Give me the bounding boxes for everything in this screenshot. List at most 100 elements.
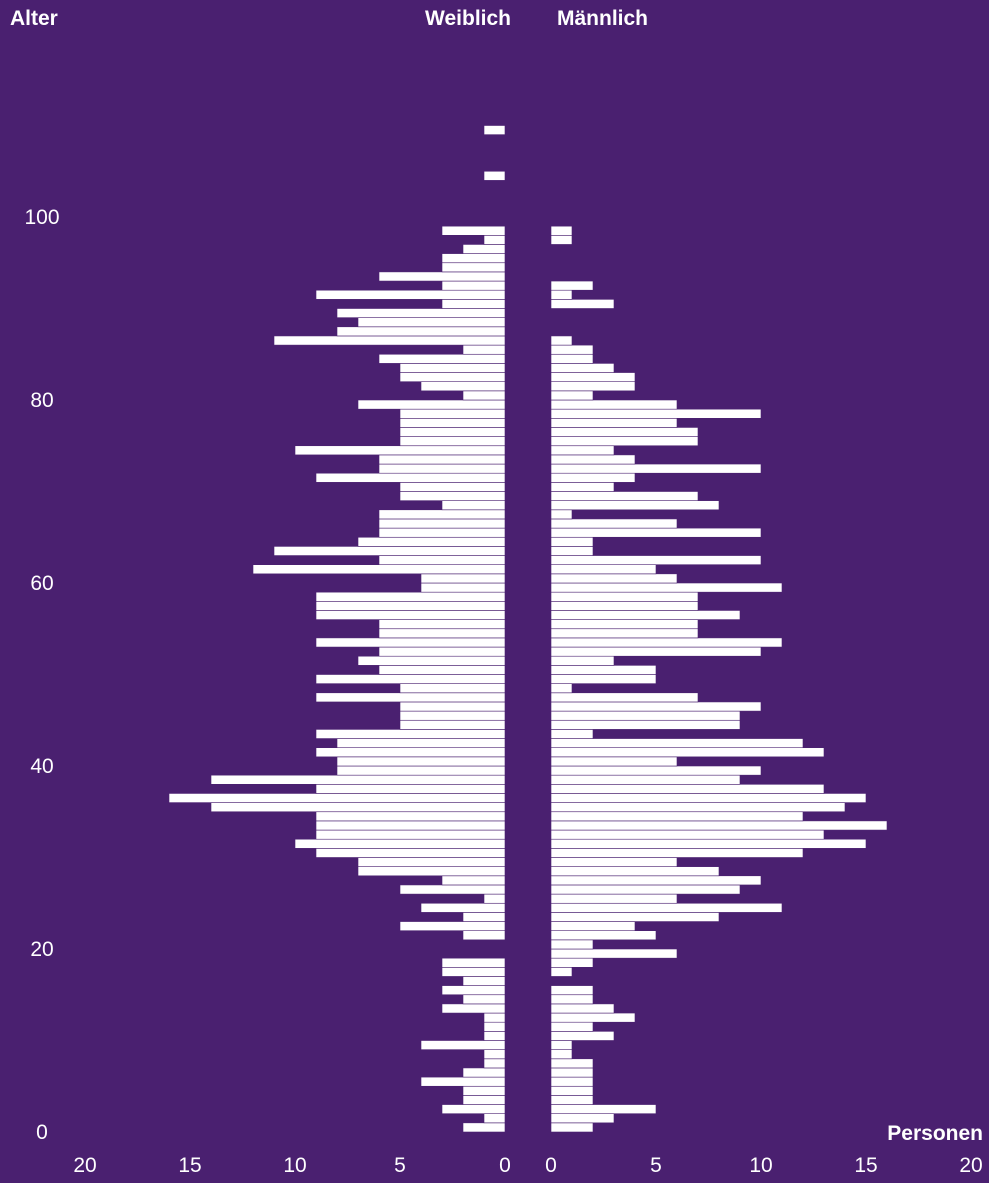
- male-bar-age-18: [550, 957, 594, 968]
- male-bar-age-30: [550, 848, 804, 858]
- x-tick-label: 5: [650, 1154, 662, 1177]
- female-bar-age-76: [399, 427, 506, 437]
- female-bar-age-69: [399, 491, 506, 501]
- male-bar-age-91: [550, 289, 573, 300]
- female-bar-age-63: [273, 546, 506, 556]
- female-bar-age-0: [462, 1122, 506, 1133]
- male-bar-age-51: [550, 655, 615, 666]
- male-bar-age-71: [550, 472, 636, 483]
- female-bar-age-13: [441, 1003, 506, 1014]
- female-bar-age-42: [336, 738, 506, 748]
- female-bar-age-60: [420, 573, 506, 584]
- male-bar-age-27: [550, 875, 762, 886]
- female-bar-age-44: [399, 719, 506, 730]
- female-bar-age-57: [315, 600, 506, 611]
- female-bar-age-91: [315, 289, 506, 300]
- female-bar-age-79: [357, 399, 506, 410]
- female-bar-age-26: [399, 884, 506, 895]
- female-bar-age-5: [420, 1076, 506, 1087]
- female-bar-age-53: [315, 637, 506, 648]
- male-bar-age-35: [550, 802, 846, 813]
- female-bar-age-72: [378, 463, 506, 474]
- male-bar-age-42: [550, 738, 804, 748]
- female-bar-age-78: [399, 408, 506, 419]
- male-bar-age-82: [550, 372, 636, 382]
- male-bar-age-28: [550, 866, 720, 877]
- male-bar-age-38: [550, 774, 741, 785]
- female-bar-age-49: [315, 674, 506, 684]
- male-bar-age-72: [550, 463, 762, 474]
- female-bar-age-48: [399, 683, 506, 694]
- male-bar-age-46: [550, 701, 762, 712]
- female-bar-age-10: [483, 1031, 506, 1041]
- y-tick-label: 20: [30, 938, 53, 961]
- female-bar-age-98: [441, 225, 506, 236]
- male-bar-age-3: [550, 1095, 594, 1105]
- female-bar-age-27: [441, 875, 506, 886]
- male-bar-age-11: [550, 1021, 594, 1032]
- y-tick-label: 60: [30, 572, 53, 595]
- male-bar-age-61: [550, 564, 657, 575]
- female-bar-age-65: [378, 527, 506, 538]
- female-bar-age-17: [441, 966, 506, 977]
- x-tick-label: 20: [959, 1154, 982, 1177]
- female-bar-age-67: [378, 509, 506, 520]
- male-bar-age-36: [550, 793, 867, 803]
- female-bar-age-40: [336, 756, 506, 767]
- male-bar-age-75: [550, 436, 699, 447]
- male-bar-age-68: [550, 500, 720, 511]
- male-bar-age-32: [550, 829, 825, 840]
- male-bar-age-74: [550, 445, 615, 456]
- female-bar-age-11: [483, 1021, 506, 1032]
- male-bar-age-50: [550, 665, 657, 675]
- y-tick-label: 0: [36, 1121, 48, 1144]
- female-bar-age-46: [399, 701, 506, 712]
- female-bar-age-75: [399, 436, 506, 447]
- female-bar-age-97: [483, 235, 506, 245]
- male-bar-age-55: [550, 619, 699, 630]
- male-bar-age-37: [550, 783, 825, 794]
- x-tick-label: 0: [545, 1154, 557, 1177]
- female-bar-age-18: [441, 957, 506, 968]
- male-bar-age-69: [550, 491, 699, 501]
- female-bar-age-16: [462, 976, 506, 986]
- female-bar-age-36: [168, 793, 506, 803]
- female-bar-age-61: [252, 564, 506, 575]
- female-bar-age-95: [441, 253, 506, 264]
- male-bar-age-9: [550, 1040, 573, 1050]
- female-bar-age-32: [315, 829, 506, 840]
- female-bar-age-85: [462, 344, 506, 355]
- male-bar-age-20: [550, 939, 594, 950]
- male-bar-age-1: [550, 1113, 615, 1124]
- female-bar-age-41: [315, 747, 506, 758]
- male-bar-age-26: [550, 884, 741, 895]
- x-tick-label: 10: [283, 1154, 306, 1177]
- female-bar-age-9: [420, 1040, 506, 1050]
- male-bar-age-58: [550, 591, 699, 602]
- male-bar-age-41: [550, 747, 825, 758]
- female-bar-age-12: [483, 1012, 506, 1023]
- x-axis-label: Personen: [887, 1122, 983, 1145]
- female-bar-age-8: [483, 1049, 506, 1060]
- male-bar-age-6: [550, 1067, 594, 1078]
- female-bar-age-52: [378, 646, 506, 657]
- male-bar-age-15: [550, 985, 594, 996]
- male-bar-age-84: [550, 353, 594, 364]
- female-bar-age-38: [210, 774, 506, 785]
- female-bar-age-35: [210, 802, 506, 813]
- male-bar-age-22: [550, 921, 636, 931]
- male-bar-age-40: [550, 756, 678, 767]
- male-bar-age-4: [550, 1085, 594, 1096]
- female-bar-age-23: [462, 912, 506, 922]
- male-bar-age-70: [550, 482, 615, 492]
- female-bar-age-22: [399, 921, 506, 931]
- male-bar-age-66: [550, 518, 678, 529]
- female-bar-age-109: [483, 125, 506, 135]
- female-bar-age-86: [273, 335, 506, 346]
- y-tick-label: 80: [30, 389, 53, 412]
- x-tick-label: 10: [749, 1154, 772, 1177]
- male-bar-age-25: [550, 893, 678, 904]
- female-bar-age-4: [462, 1085, 506, 1096]
- female-bar-age-34: [315, 811, 506, 822]
